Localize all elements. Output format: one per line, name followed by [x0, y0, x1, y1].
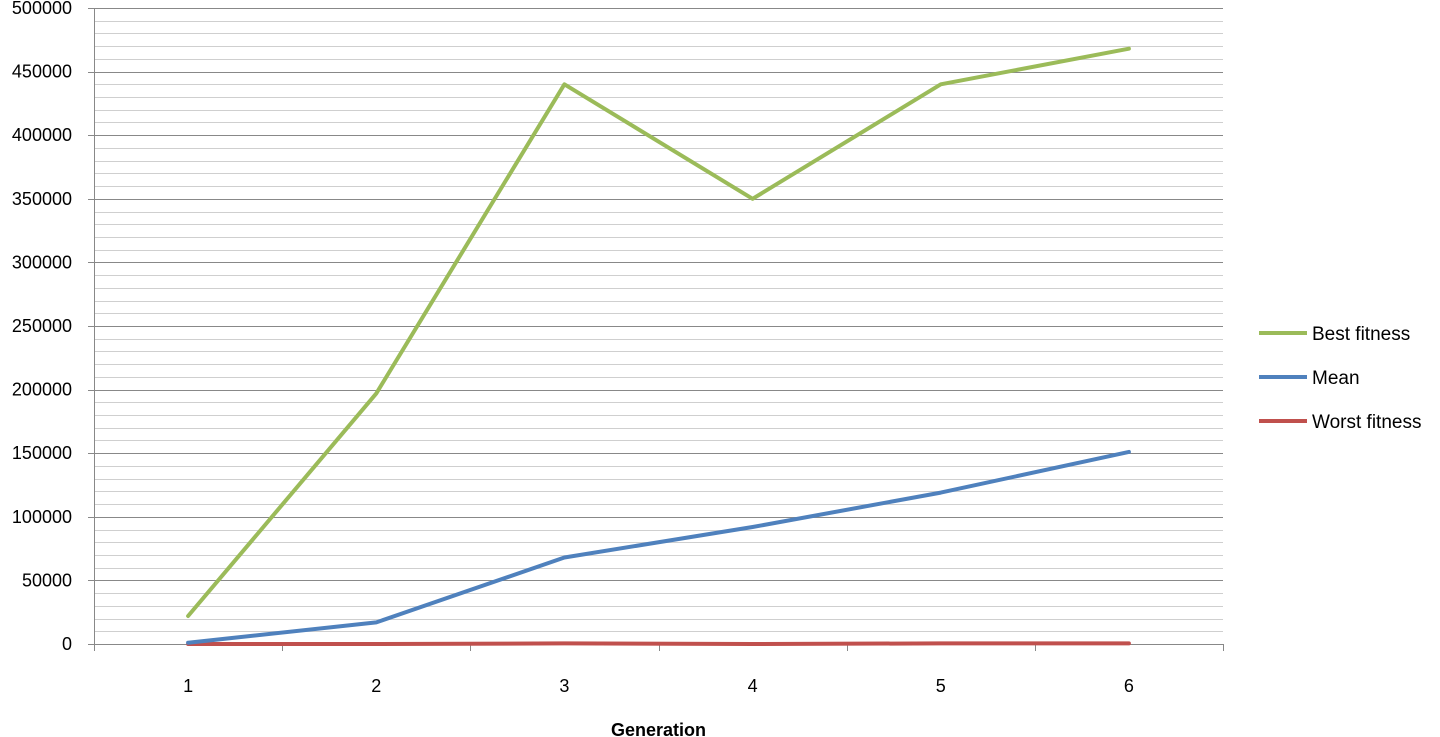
- x-axis-title: Generation: [611, 720, 706, 737]
- y-tick-label: 500000: [12, 0, 72, 18]
- y-tick-label: 0: [62, 634, 72, 654]
- legend: Best fitness Mean Worst fitness: [1259, 324, 1421, 433]
- y-tick-label: 300000: [12, 252, 72, 272]
- y-tick-label: 450000: [12, 62, 72, 82]
- y-tick-label: 200000: [12, 380, 72, 400]
- y-tick-label: 150000: [12, 443, 72, 463]
- series-line-mean: [186, 449, 1131, 645]
- y-tick-label: 400000: [12, 125, 72, 145]
- x-tick-label: 2: [371, 676, 381, 696]
- series-line-best-fitness: [186, 46, 1131, 618]
- y-tick-label: 50000: [22, 570, 72, 590]
- series-lines: [186, 46, 1131, 646]
- legend-item-best-fitness: Best fitness: [1259, 324, 1410, 345]
- y-tick-label: 250000: [12, 316, 72, 336]
- legend-label: Mean: [1312, 368, 1360, 389]
- legend-label: Worst fitness: [1312, 412, 1421, 433]
- x-tick-label: 3: [559, 676, 569, 696]
- y-tick-label: 100000: [12, 507, 72, 527]
- minor-gridlines: [94, 21, 1223, 632]
- y-tick-label: 350000: [12, 189, 72, 209]
- y-axis-tick-labels: 0 50000 100000 150000 200000 250000 300000 3500…: [12, 0, 72, 654]
- axes: [88, 8, 1224, 651]
- x-tick-label: 1: [183, 676, 193, 696]
- legend-item-worst-fitness: Worst fitness: [1259, 412, 1421, 433]
- x-tick-label: 5: [936, 676, 946, 696]
- x-tick-label: 4: [748, 676, 758, 696]
- x-axis-tick-labels: 1 2 3 4 5 6: [183, 676, 1134, 696]
- legend-label: Best fitness: [1312, 324, 1410, 345]
- major-gridlines: [94, 8, 1223, 581]
- x-tick-label: 6: [1124, 676, 1134, 696]
- series-line-worst-fitness: [186, 641, 1131, 646]
- legend-item-mean: Mean: [1259, 368, 1360, 389]
